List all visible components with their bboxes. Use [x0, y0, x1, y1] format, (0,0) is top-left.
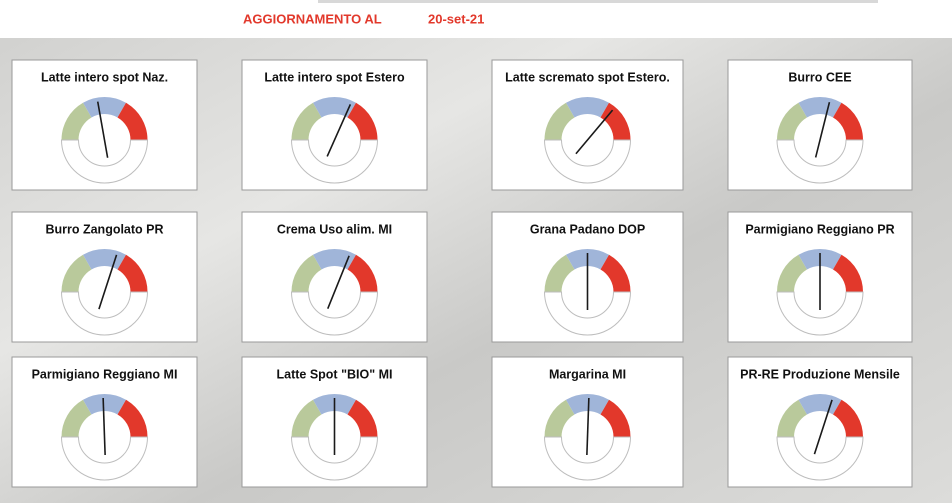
gauge-band — [600, 102, 631, 140]
gauge-band — [61, 102, 92, 140]
gauge-band — [544, 102, 575, 140]
gauge-title: Parmigiano Reggiano PR — [745, 222, 894, 236]
gauge-band — [600, 254, 631, 292]
gauge-band — [117, 254, 148, 292]
gauge-band — [600, 399, 631, 437]
gauge-needle — [96, 101, 109, 158]
gauge-lower — [543, 291, 632, 336]
header-title: AGGIORNAMENTO AL — [243, 11, 382, 26]
gauge-needle — [102, 397, 106, 456]
gauge-title: Grana Padano DOP — [530, 222, 645, 236]
gauge-title: Latte Spot "BIO" MI — [276, 367, 392, 381]
gauge-lower — [543, 436, 632, 481]
gauge-lower — [776, 139, 864, 184]
gauge-lower — [776, 291, 864, 336]
gauge-title: Burro Zangolato PR — [45, 222, 163, 236]
gauge-band — [291, 102, 322, 140]
gauge-title: Margarina MI — [549, 367, 626, 381]
gauge-band — [83, 248, 126, 270]
gauge-needle — [586, 397, 590, 456]
gauge-band — [291, 254, 322, 292]
gauge-band — [291, 399, 322, 437]
gauge-needle — [813, 399, 833, 455]
gauge-band — [61, 254, 92, 292]
gauge-title: PR-RE Produzione Mensile — [740, 367, 900, 381]
header-band — [0, 0, 952, 38]
gauge-title: Latte scremato spot Estero. — [505, 70, 670, 84]
gauge-title: Parmigiano Reggiano MI — [32, 367, 178, 381]
gauge-band — [566, 97, 609, 118]
gauge-needle — [327, 255, 350, 309]
gauge-band — [117, 102, 148, 140]
gauge-band — [777, 254, 807, 292]
gauge-title: Burro CEE — [788, 70, 851, 84]
gauge-band — [833, 399, 863, 437]
gauge-band — [777, 399, 807, 437]
gauge-band — [347, 399, 378, 437]
gauge-title: Latte intero spot Estero — [264, 70, 405, 84]
header-date: 20-set-21 — [428, 11, 484, 26]
gauge-lower — [60, 139, 149, 184]
gauge-band — [544, 254, 575, 292]
gauge-lower — [776, 436, 864, 481]
gauge-band — [347, 102, 378, 140]
gauge-band — [313, 97, 356, 118]
gauge-lower — [60, 291, 149, 336]
gauge-band — [777, 102, 807, 140]
gauge-lower — [543, 139, 632, 184]
header-strip — [318, 0, 878, 3]
gauge-lower — [290, 139, 379, 184]
gauge-needle — [575, 109, 614, 155]
gauge-band — [566, 394, 609, 415]
gauge-band — [833, 102, 863, 140]
gauge-band — [61, 399, 92, 437]
gauge-needle — [98, 254, 118, 310]
gauge-title: Latte intero spot Naz. — [41, 70, 168, 84]
gauge-band — [117, 399, 148, 437]
gauge-needle — [326, 104, 352, 157]
gauge-band — [83, 97, 126, 118]
gauge-band — [544, 399, 575, 437]
gauge-lower — [290, 291, 379, 336]
gauge-band — [798, 394, 842, 415]
gauge-band — [798, 97, 842, 118]
gauge-band — [347, 254, 378, 292]
gauge-title: Crema Uso alim. MI — [277, 222, 392, 236]
gauge-lower — [290, 436, 379, 481]
gauge-band — [833, 254, 863, 292]
gauge-lower — [60, 436, 149, 481]
gauge-band — [83, 394, 126, 415]
gauge-needle — [814, 101, 831, 158]
